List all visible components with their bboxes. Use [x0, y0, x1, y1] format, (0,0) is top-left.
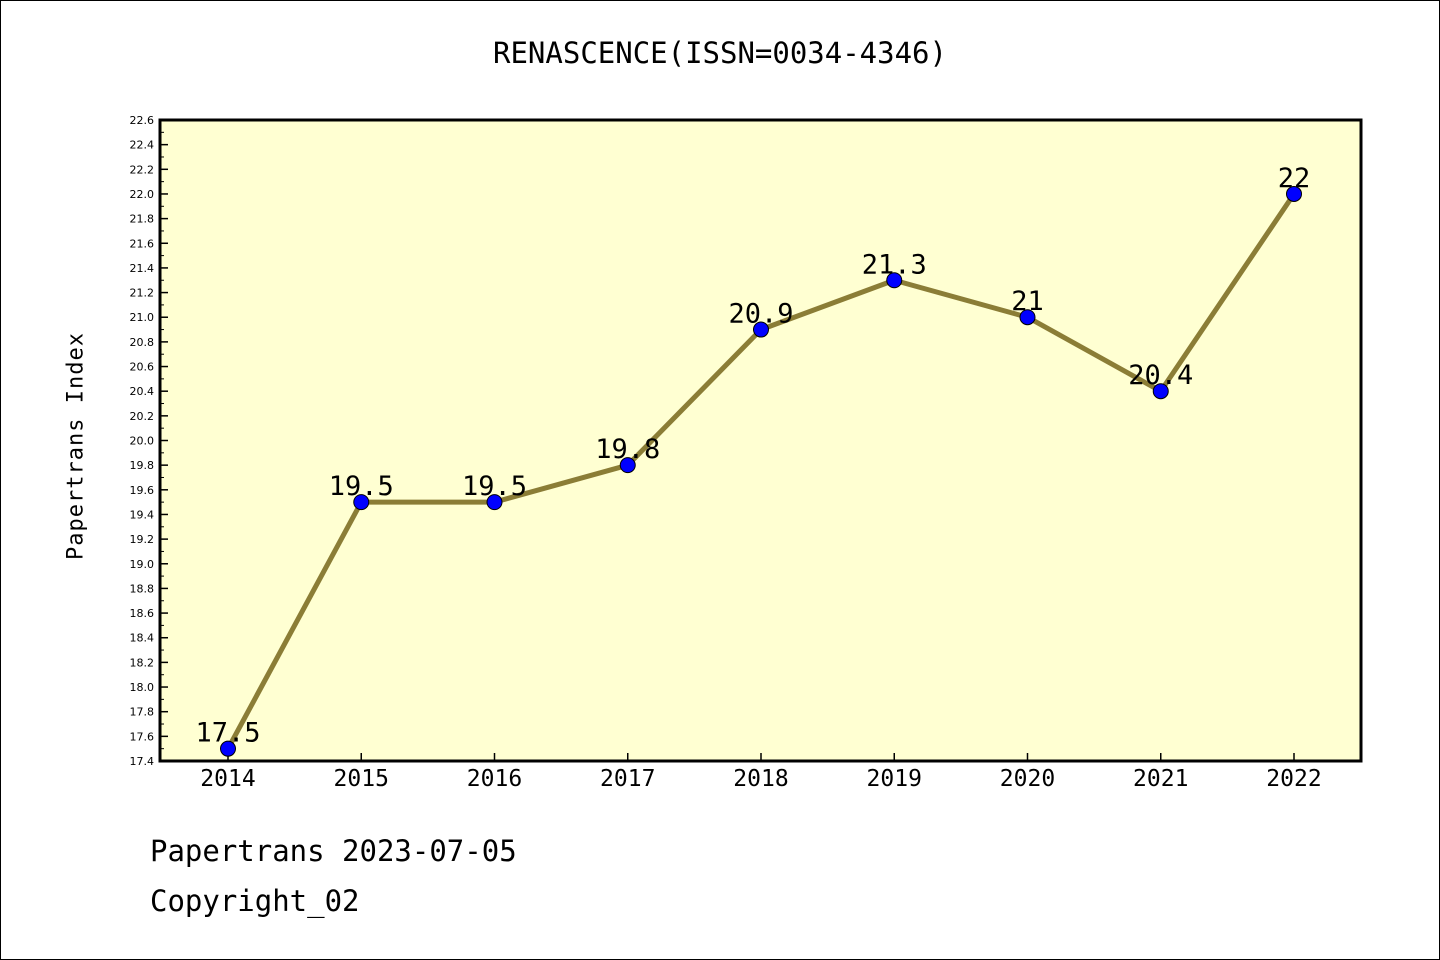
x-tick-label: 2015 — [334, 766, 389, 792]
chart-title: RENASCENCE(ISSN=0034-4346) — [493, 36, 947, 70]
x-axis-ticks: 2014 2015 2016 2017 2018 2019 2020 2021 2022 — [200, 753, 1322, 792]
x-tick-label: 2017 — [600, 766, 655, 792]
y-tick-label: 18.0 — [130, 681, 155, 694]
data-label: 20.4 — [1128, 360, 1193, 391]
y-tick-label: 17.4 — [130, 755, 155, 768]
y-tick-label: 17.6 — [130, 730, 155, 743]
y-tick-label: 22.6 — [130, 114, 155, 127]
data-labels: 17.5 19.5 19.5 19.8 20.9 21.3 21 20.4 22 — [195, 163, 1310, 749]
y-tick-label: 19.2 — [130, 533, 155, 546]
y-tick-label: 19.0 — [130, 558, 155, 571]
x-tick-label: 2020 — [1000, 766, 1055, 792]
y-tick-label: 22.2 — [130, 163, 155, 176]
footer-date: Papertrans 2023-07-05 — [150, 834, 517, 868]
data-point — [619, 457, 636, 474]
y-tick-label: 19.4 — [130, 508, 155, 521]
data-label: 19.8 — [595, 434, 660, 465]
y-tick-label: 20.6 — [130, 361, 155, 374]
y-tick-label: 22.4 — [130, 139, 155, 152]
data-label: 19.5 — [329, 471, 394, 502]
y-tick-label: 21.8 — [130, 213, 155, 226]
y-tick-label: 20.2 — [130, 410, 155, 423]
y-tick-label: 19.6 — [130, 484, 155, 497]
data-label: 22 — [1278, 163, 1311, 194]
x-tick-label: 2022 — [1266, 766, 1321, 792]
data-point — [220, 740, 236, 757]
y-tick-label: 21.4 — [130, 262, 155, 275]
y-axis-ticks: 17.4 17.6 17.8 18.0 18.2 18.4 18.6 18.8 19.0 19.2… — [130, 114, 168, 768]
y-tick-label: 19.8 — [130, 459, 155, 472]
data-point — [886, 272, 903, 289]
y-tick-label: 20.8 — [130, 336, 155, 349]
x-tick-label: 2016 — [467, 766, 522, 792]
data-label: 20.9 — [728, 299, 793, 330]
data-point — [1152, 383, 1169, 400]
data-point — [1286, 185, 1302, 202]
y-tick-label: 21.6 — [130, 237, 155, 250]
data-point — [753, 321, 769, 338]
y-tick-label: 18.6 — [130, 607, 155, 620]
data-point — [486, 494, 503, 511]
y-tick-label: 18.8 — [130, 582, 155, 595]
data-label: 21 — [1011, 286, 1044, 317]
x-tick-label: 2014 — [200, 766, 255, 792]
plot-area — [158, 118, 1363, 763]
data-label: 21.3 — [862, 249, 927, 280]
y-tick-label: 20.4 — [130, 385, 155, 398]
data-point — [1019, 309, 1036, 326]
footer-copyright: Copyright_02 — [150, 884, 360, 918]
data-point — [353, 494, 370, 511]
y-tick-label: 20.0 — [130, 435, 155, 448]
y-tick-label: 18.4 — [130, 632, 155, 645]
y-tick-label: 21.0 — [130, 311, 155, 324]
data-label: 19.5 — [462, 471, 527, 502]
y-tick-label: 21.2 — [130, 287, 155, 300]
x-tick-label: 2019 — [867, 766, 922, 792]
x-tick-label: 2021 — [1133, 766, 1188, 792]
data-label: 17.5 — [195, 718, 260, 749]
y-tick-label: 17.8 — [130, 706, 155, 719]
x-tick-label: 2018 — [733, 766, 788, 792]
y-tick-label: 22.0 — [130, 188, 155, 201]
y-tick-label: 18.2 — [130, 656, 155, 669]
data-markers — [220, 185, 1302, 757]
